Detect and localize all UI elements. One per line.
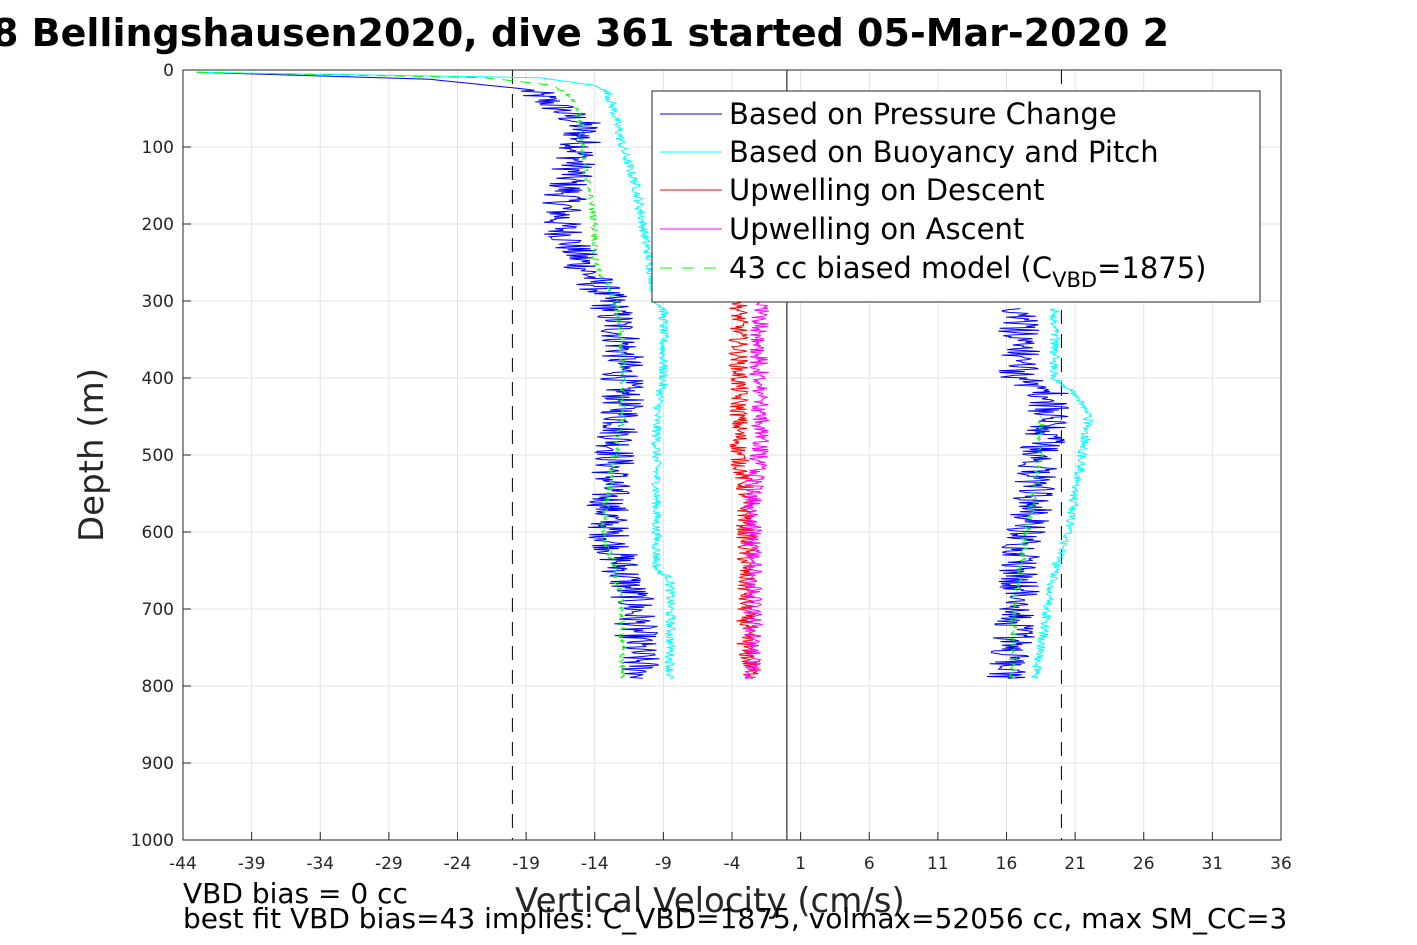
x-tick-label: 26 [1133,854,1155,874]
series-line-0-profile-0 [196,71,660,679]
x-tick-label: -34 [306,854,334,874]
x-axis: -44 -39 -34 -29 -24 -19 -14 -9 -4 1 6 11 16 21 26 31 36 [169,832,1292,874]
y-axis: 0 100 200 300 400 500 600 700 800 900 1000 [131,61,191,851]
x-tick-label: 36 [1270,854,1292,874]
series-line-1-profile-0 [196,71,677,679]
y-tick-label: 700 [142,600,174,620]
x-tick-label: -4 [724,854,741,874]
y-tick-label: 600 [142,523,174,543]
x-tick-label: 1 [795,854,806,874]
y-tick-label: 900 [142,754,174,774]
y-tick-label: 1000 [131,831,174,851]
legend-label-model-main: 43 cc biased model (C [729,251,1052,285]
x-tick-label: -44 [169,854,197,874]
x-tick-label: 11 [927,854,949,874]
legend-label-buoyancy: Based on Buoyancy and Pitch [729,135,1159,169]
x-tick-label: 31 [1202,854,1224,874]
series-layer [196,71,1095,679]
footer-best-fit: best fit VBD bias=43 implies: C_VBD=1875… [183,902,1287,935]
x-tick-label: -39 [238,854,266,874]
legend-label-model-sub: VBD [1052,268,1097,292]
x-axis-label: Vertical Velocity (cm/s) [515,881,905,921]
series-line-2-profile-0 [727,300,760,679]
series-line-0-profile-1 [986,308,1070,679]
x-tick-label: 16 [996,854,1018,874]
x-tick-label: -29 [375,854,403,874]
legend-label-model: 43 cc biased model (CVBD=1875) [729,251,1207,292]
y-tick-label: 800 [142,677,174,697]
x-tick-label: 6 [864,854,875,874]
x-tick-label: -19 [512,854,540,874]
y-tick-label: 200 [142,215,174,235]
legend-label-model-end: =1875) [1097,251,1206,285]
chart-title: 8 Bellingshausen2020, dive 361 started 0… [0,11,1169,55]
x-tick-label: -9 [655,854,672,874]
footer-vbd-bias: VBD bias = 0 cc [183,877,408,910]
x-tick-label: -14 [581,854,609,874]
y-tick-label: 300 [142,292,174,312]
y-axis-label: Depth (m) [72,368,112,542]
legend: Based on Pressure Change Based on Buoyan… [651,90,1261,303]
series-line-3-profile-0 [743,300,770,679]
y-tick-label: 400 [142,369,174,389]
y-tick-label: 100 [142,138,174,158]
y-tick-label: 0 [163,61,174,81]
x-tick-label: 21 [1064,854,1086,874]
legend-box [651,90,1261,303]
series-line-4-profile-0 [196,71,628,679]
x-tick-label: -24 [444,854,472,874]
series-line-1-profile-1 [1031,308,1095,679]
legend-label-pressure: Based on Pressure Change [729,97,1117,131]
legend-label-descent: Upwelling on Descent [729,173,1045,207]
series-line-4-profile-1 [1008,416,1045,679]
y-tick-label: 500 [142,446,174,466]
legend-label-ascent: Upwelling on Ascent [729,212,1024,246]
